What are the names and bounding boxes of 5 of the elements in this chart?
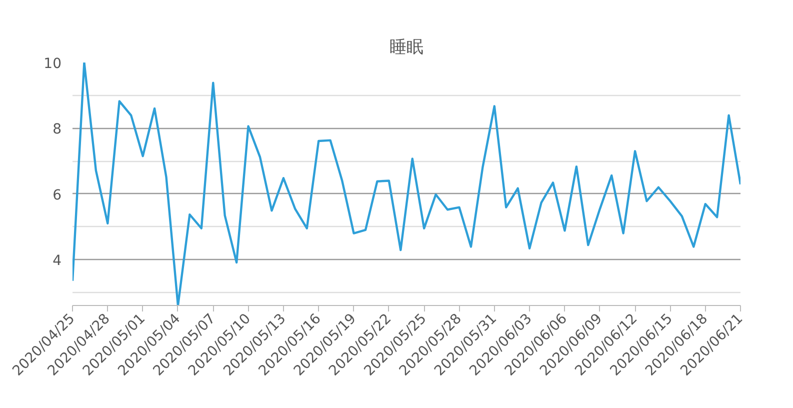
- y-tick-label: 6: [52, 187, 62, 204]
- y-tick-label: 8: [52, 122, 62, 138]
- chart-title: 睡眠: [390, 38, 424, 58]
- y-tick-label: 4: [52, 253, 62, 270]
- y-tick-label: 10: [44, 56, 62, 72]
